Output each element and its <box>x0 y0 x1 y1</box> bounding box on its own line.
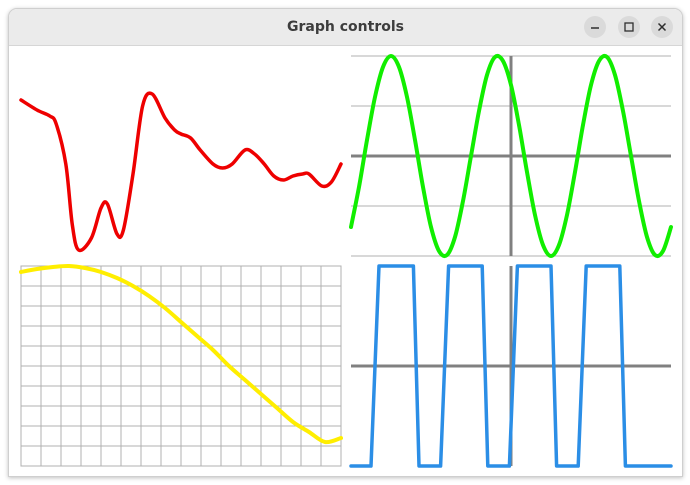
app-window: Graph controls <box>8 8 683 477</box>
close-button[interactable] <box>651 16 673 38</box>
series-line <box>19 263 343 445</box>
maximize-icon <box>624 22 634 32</box>
chart-yellow-grid <box>19 263 343 467</box>
maximize-button[interactable] <box>618 16 640 38</box>
window-title: Graph controls <box>287 19 404 35</box>
chart-green-sine <box>349 53 673 259</box>
minimize-button[interactable] <box>584 16 606 38</box>
series-line <box>349 53 673 259</box>
title-bar[interactable]: Graph controls <box>9 9 682 46</box>
chart-red-curve <box>19 91 343 253</box>
close-icon <box>657 22 667 32</box>
minimize-icon <box>591 27 599 29</box>
series-line <box>19 91 343 253</box>
series-line <box>349 264 673 468</box>
graph-canvas <box>19 53 673 468</box>
chart-blue-square-wave <box>349 264 673 468</box>
